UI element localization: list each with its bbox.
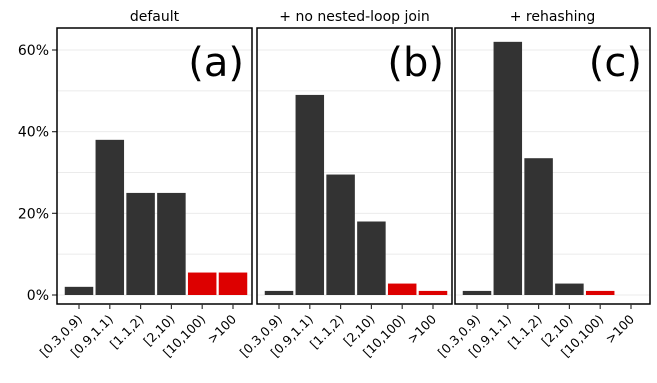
x-tick-label: [1.1,2) bbox=[505, 312, 545, 352]
bar bbox=[555, 283, 584, 295]
x-tick-label: [1.1,2) bbox=[307, 312, 347, 352]
bar bbox=[524, 158, 553, 295]
bar bbox=[387, 283, 417, 295]
x-tick-label: [1.1,2) bbox=[107, 312, 147, 352]
bar bbox=[95, 139, 125, 295]
x-tick-label: >100 bbox=[404, 311, 439, 346]
bar bbox=[493, 41, 523, 296]
panel-label: (b) bbox=[387, 40, 444, 86]
bar bbox=[64, 286, 94, 295]
panel-border bbox=[56, 27, 253, 305]
bar bbox=[418, 290, 448, 295]
panel-border bbox=[256, 27, 453, 305]
y-tick-label: 20% bbox=[18, 206, 49, 222]
bar bbox=[585, 290, 615, 295]
bar bbox=[295, 94, 325, 296]
panel-title: default bbox=[130, 9, 180, 25]
x-tick-label: >100 bbox=[602, 311, 637, 346]
bar bbox=[264, 290, 294, 295]
bar bbox=[462, 290, 492, 295]
bar bbox=[126, 192, 155, 295]
panel-title: + rehashing bbox=[510, 9, 596, 25]
bar bbox=[187, 272, 217, 295]
x-tick-label: >100 bbox=[204, 311, 239, 346]
panel-label: (c) bbox=[589, 40, 642, 86]
bar bbox=[326, 174, 355, 295]
bar bbox=[157, 192, 186, 295]
y-tick-label: 40% bbox=[18, 125, 49, 141]
panel-title: + no nested-loop join bbox=[279, 9, 429, 25]
y-tick-label: 60% bbox=[18, 43, 49, 59]
bar bbox=[357, 221, 386, 295]
bar bbox=[218, 272, 248, 295]
panel-label: (a) bbox=[188, 40, 244, 86]
panel-border bbox=[454, 27, 651, 305]
y-tick-label: 0% bbox=[27, 288, 49, 304]
